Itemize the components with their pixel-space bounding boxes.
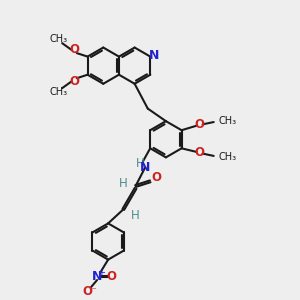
Text: H: H: [136, 157, 145, 170]
Text: ⁻: ⁻: [90, 287, 96, 297]
Text: H: H: [130, 209, 140, 222]
Text: O: O: [151, 171, 161, 184]
Text: CH₃: CH₃: [49, 34, 68, 44]
Text: CH₃: CH₃: [49, 87, 68, 97]
Text: O: O: [194, 118, 204, 131]
Text: N: N: [92, 270, 102, 283]
Text: O: O: [83, 285, 93, 298]
Text: N: N: [148, 49, 159, 62]
Text: N: N: [140, 161, 150, 174]
Text: H: H: [119, 178, 128, 190]
Text: O: O: [69, 44, 80, 56]
Text: CH₃: CH₃: [219, 116, 237, 126]
Text: O: O: [106, 270, 117, 283]
Text: O: O: [69, 75, 80, 88]
Text: +: +: [97, 268, 105, 278]
Text: O: O: [194, 146, 204, 159]
Text: CH₃: CH₃: [219, 152, 237, 162]
